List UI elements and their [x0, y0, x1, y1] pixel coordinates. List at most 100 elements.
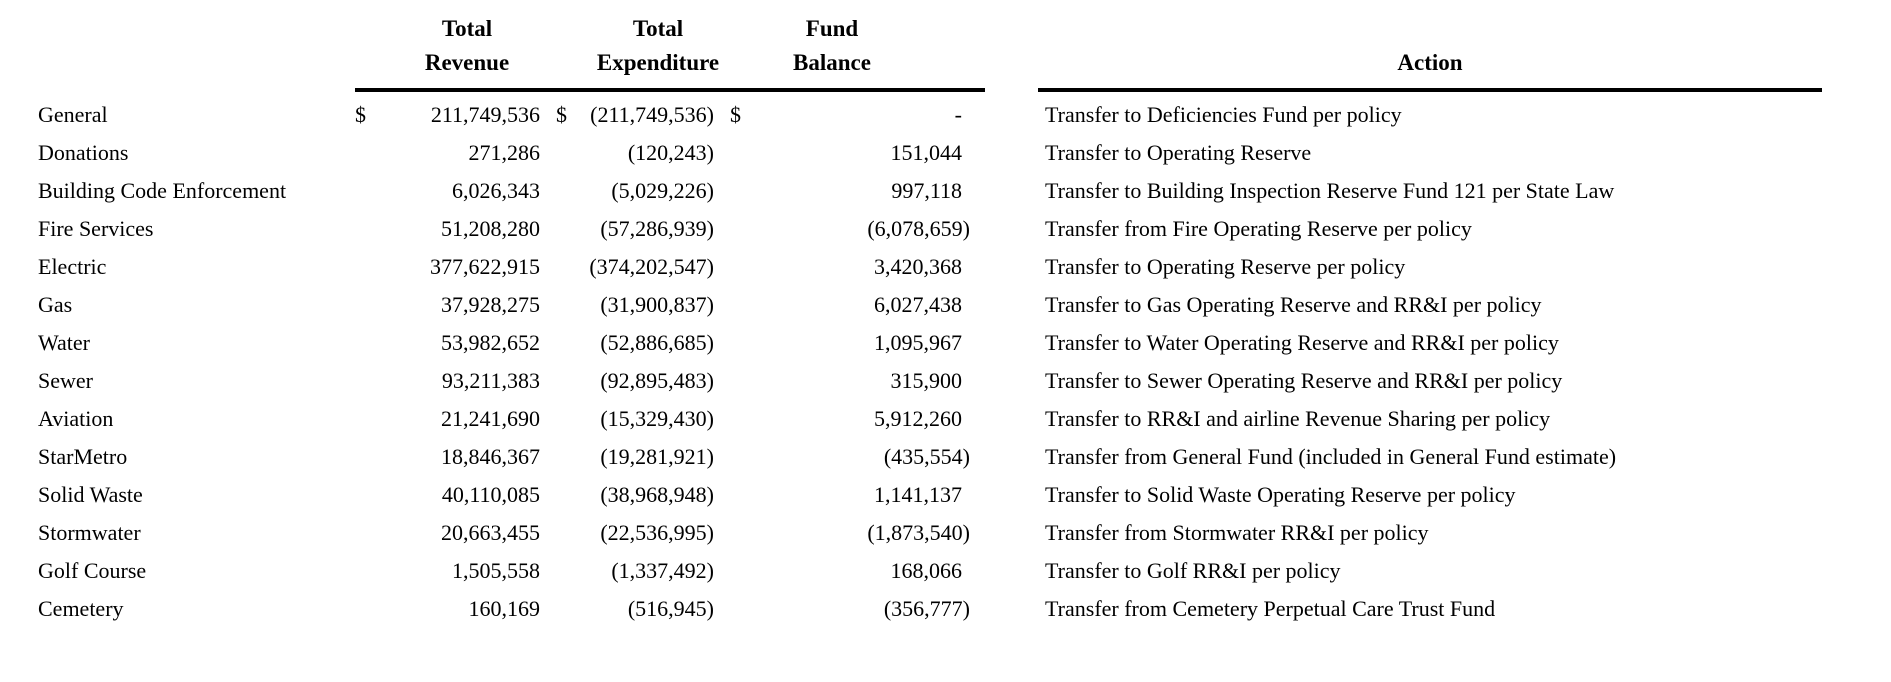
balance-value: (1,873,540) [867, 520, 970, 545]
balance-value: 5,912,260 [874, 406, 962, 431]
fund-name: Aviation [38, 406, 114, 431]
fund-balance-cell: 1,141,137 [730, 476, 970, 514]
fund-balance-cell: 997,118 [730, 172, 970, 210]
table-body: General $ 211,749,536 $ (211,749,536) $ … [0, 96, 1891, 628]
expenditure-value: (57,286,939) [600, 216, 714, 241]
total-revenue-cell: 18,846,367 [355, 438, 540, 476]
balance-header-line1: Fund [805, 16, 859, 41]
expenditure-value: (31,900,837) [600, 292, 714, 317]
action-text: Transfer to Gas Operating Reserve and RR… [1045, 292, 1542, 317]
action-header: Action [1397, 50, 1463, 75]
fund-balance-cell: 151,044 [730, 134, 970, 172]
table-row: Stormwater 20,663,455 (22,536,995) (1,87… [0, 514, 1891, 552]
dollar-sign: $ [556, 102, 567, 127]
fund-balance-cell: (6,078,659) [730, 210, 970, 248]
total-expenditure-cell: (1,337,492) [556, 552, 714, 590]
fund-name: General [38, 102, 108, 127]
fund-balance-cell: 168,066 [730, 552, 970, 590]
balance-value: 168,066 [890, 558, 963, 583]
revenue-value: 271,286 [468, 140, 541, 165]
fund-name: Water [38, 330, 90, 355]
expenditure-header-line1: Total [632, 16, 684, 41]
balance-header-line2: Balance [793, 50, 871, 75]
total-revenue-cell: 20,663,455 [355, 514, 540, 552]
total-revenue-cell: 93,211,383 [355, 362, 540, 400]
expenditure-value: (92,895,483) [600, 368, 714, 393]
expenditure-value: (5,029,226) [611, 178, 714, 203]
balance-value: 315,900 [890, 368, 963, 393]
total-expenditure-cell: (52,886,685) [556, 324, 714, 362]
action-text: Transfer to Operating Reserve [1045, 140, 1312, 165]
table-row: StarMetro 18,846,367 (19,281,921) (435,5… [0, 438, 1891, 476]
balance-value: 1,095,967 [874, 330, 962, 355]
total-expenditure-cell: (19,281,921) [556, 438, 714, 476]
fund-balance-cell: 3,420,368 [730, 248, 970, 286]
revenue-header-line2: Revenue [424, 50, 510, 75]
expenditure-value: (211,749,536) [590, 102, 714, 127]
balance-value: - [954, 102, 962, 127]
total-revenue-cell: 40,110,085 [355, 476, 540, 514]
table-row: Donations 271,286 (120,243) 151,044 Tran… [0, 134, 1891, 172]
table-row: Water 53,982,652 (52,886,685) 1,095,967 … [0, 324, 1891, 362]
total-expenditure-cell: (38,968,948) [556, 476, 714, 514]
action-text: Transfer from Stormwater RR&I per policy [1045, 520, 1429, 545]
total-revenue-cell: 1,505,558 [355, 552, 540, 590]
balance-value: 997,118 [891, 178, 962, 203]
fund-balance-cell: 6,027,438 [730, 286, 970, 324]
total-revenue-cell: 377,622,915 [355, 248, 540, 286]
expenditure-value: (52,886,685) [600, 330, 714, 355]
fund-balance-cell: $ - [730, 96, 970, 134]
fund-name: Electric [38, 254, 107, 279]
total-expenditure-cell: (516,945) [556, 590, 714, 628]
total-revenue-cell: 53,982,652 [355, 324, 540, 362]
action-text: Transfer to Sewer Operating Reserve and … [1045, 368, 1563, 393]
fund-name: Building Code Enforcement [38, 178, 287, 203]
fund-name: Fire Services [38, 216, 154, 241]
balance-value: (356,777) [883, 596, 970, 621]
action-text: Transfer to Deficiencies Fund per policy [1045, 102, 1402, 127]
fund-name: Golf Course [38, 558, 147, 583]
action-text: Transfer to Operating Reserve per policy [1045, 254, 1406, 279]
expenditure-value: (19,281,921) [600, 444, 714, 469]
fund-name: Stormwater [38, 520, 141, 545]
total-revenue-cell: 160,169 [355, 590, 541, 628]
table-row: Gas 37,928,275 (31,900,837) 6,027,438 Tr… [0, 286, 1891, 324]
total-revenue-cell: $ 211,749,536 [355, 96, 540, 134]
revenue-value: 18,846,367 [441, 444, 540, 469]
revenue-value: 6,026,343 [452, 178, 540, 203]
total-expenditure-cell: (57,286,939) [556, 210, 714, 248]
fund-balance-cell: 5,912,260 [730, 400, 970, 438]
revenue-value: 1,505,558 [452, 558, 540, 583]
total-expenditure-cell: (22,536,995) [556, 514, 714, 552]
action-text: Transfer from Cemetery Perpetual Care Tr… [1045, 596, 1496, 621]
balance-value: 6,027,438 [874, 292, 962, 317]
expenditure-value: (38,968,948) [600, 482, 714, 507]
expenditure-value: (22,536,995) [600, 520, 714, 545]
action-text: Transfer to Building Inspection Reserve … [1045, 178, 1615, 203]
revenue-value: 53,982,652 [441, 330, 540, 355]
revenue-value: 20,663,455 [441, 520, 540, 545]
fund-name: StarMetro [38, 444, 128, 469]
balance-value: 1,141,137 [874, 482, 962, 507]
dollar-sign: $ [730, 102, 741, 127]
revenue-value: 21,241,690 [441, 406, 540, 431]
table-row: Golf Course 1,505,558 (1,337,492) 168,06… [0, 552, 1891, 590]
expenditure-value: (120,243) [627, 140, 714, 165]
action-text: Transfer to Water Operating Reserve and … [1045, 330, 1559, 355]
dollar-sign: $ [355, 102, 366, 127]
balance-value: 151,044 [890, 140, 963, 165]
revenue-value: 160,169 [468, 596, 541, 621]
revenue-value: 51,208,280 [441, 216, 540, 241]
total-revenue-cell: 21,241,690 [355, 400, 540, 438]
fund-balance-cell: 315,900 [730, 362, 970, 400]
action-text: Transfer to RR&I and airline Revenue Sha… [1045, 406, 1551, 431]
fund-name: Solid Waste [38, 482, 143, 507]
revenue-value: 37,928,275 [441, 292, 540, 317]
fund-name: Donations [38, 140, 129, 165]
table-row: Cemetery 160,169 (516,945) (356,777) Tra… [0, 590, 1891, 628]
total-expenditure-cell: (15,329,430) [556, 400, 714, 438]
balance-value: (435,554) [883, 444, 970, 469]
table-row: Aviation 21,241,690 (15,329,430) 5,912,2… [0, 400, 1891, 438]
table-row: General $ 211,749,536 $ (211,749,536) $ … [0, 96, 1891, 134]
